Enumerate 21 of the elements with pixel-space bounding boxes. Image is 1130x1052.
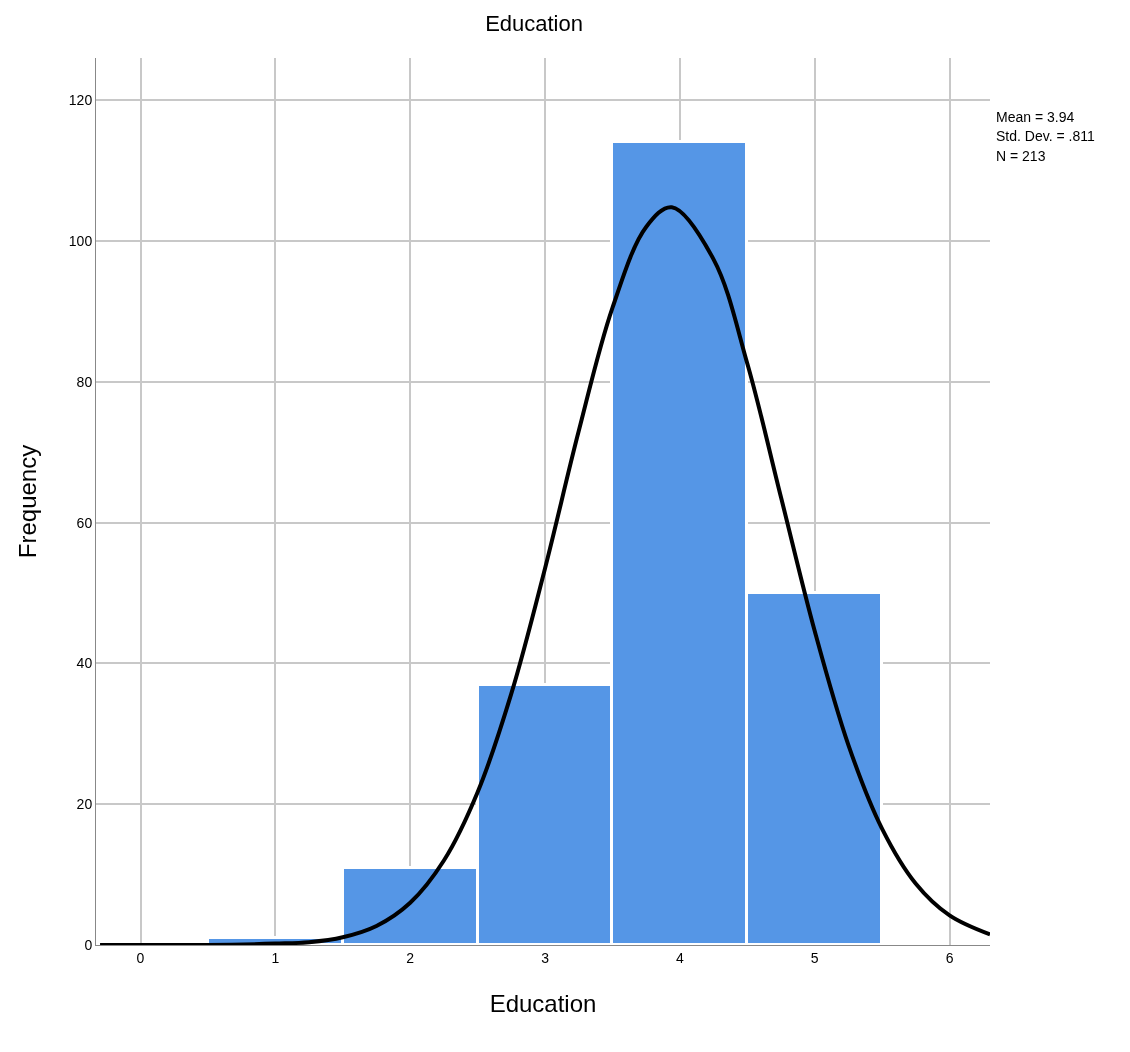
y-tick-label: 0 [84,936,93,953]
chart-title: Education [485,11,583,37]
y-tick-label: 100 [68,232,93,249]
x-tick-label: 3 [541,949,550,966]
text: Mean = 3.94 [996,109,1075,125]
x-tick-label: 0 [136,949,145,966]
x-axis-title: Education [489,990,597,1018]
y-tick-label: 60 [76,514,93,531]
y-tick-label: 120 [68,92,93,109]
text: N = 213 [996,148,1046,164]
y-tick-label: 80 [76,373,93,390]
x-tick-label: 2 [406,949,415,966]
y-tick-label: 40 [76,655,93,672]
x-tick-label: 6 [945,949,954,966]
x-tick-label: 5 [810,949,819,966]
x-tick-label: 1 [271,949,280,966]
line-series [98,205,990,945]
text: Std. Dev. = .811 [996,128,1095,144]
x-tick-label: 4 [675,949,684,966]
y-axis-title: Frequency [13,444,41,559]
y-tick-label: 20 [76,796,93,813]
